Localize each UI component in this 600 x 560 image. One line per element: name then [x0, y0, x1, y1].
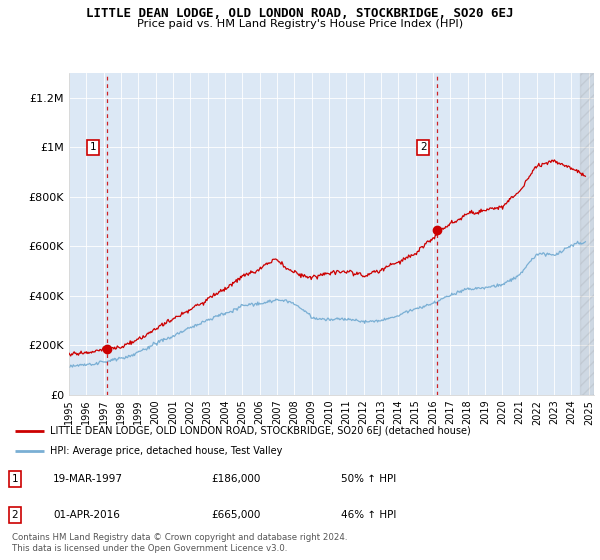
Text: 01-APR-2016: 01-APR-2016	[53, 510, 120, 520]
Text: HPI: Average price, detached house, Test Valley: HPI: Average price, detached house, Test…	[50, 446, 283, 456]
Text: LITTLE DEAN LODGE, OLD LONDON ROAD, STOCKBRIDGE, SO20 6EJ (detached house): LITTLE DEAN LODGE, OLD LONDON ROAD, STOC…	[50, 426, 471, 436]
Text: 2: 2	[11, 510, 18, 520]
Text: £665,000: £665,000	[212, 510, 261, 520]
Text: 46% ↑ HPI: 46% ↑ HPI	[341, 510, 397, 520]
Text: LITTLE DEAN LODGE, OLD LONDON ROAD, STOCKBRIDGE, SO20 6EJ: LITTLE DEAN LODGE, OLD LONDON ROAD, STOC…	[86, 7, 514, 20]
Text: 19-MAR-1997: 19-MAR-1997	[53, 474, 123, 484]
Text: Price paid vs. HM Land Registry's House Price Index (HPI): Price paid vs. HM Land Registry's House …	[137, 19, 463, 29]
Text: 50% ↑ HPI: 50% ↑ HPI	[341, 474, 397, 484]
Text: 2: 2	[420, 142, 427, 152]
Bar	[580, 73, 594, 395]
Text: 1: 1	[90, 142, 97, 152]
Text: 1: 1	[11, 474, 18, 484]
Text: Contains HM Land Registry data © Crown copyright and database right 2024.
This d: Contains HM Land Registry data © Crown c…	[12, 533, 347, 553]
Text: £186,000: £186,000	[212, 474, 261, 484]
